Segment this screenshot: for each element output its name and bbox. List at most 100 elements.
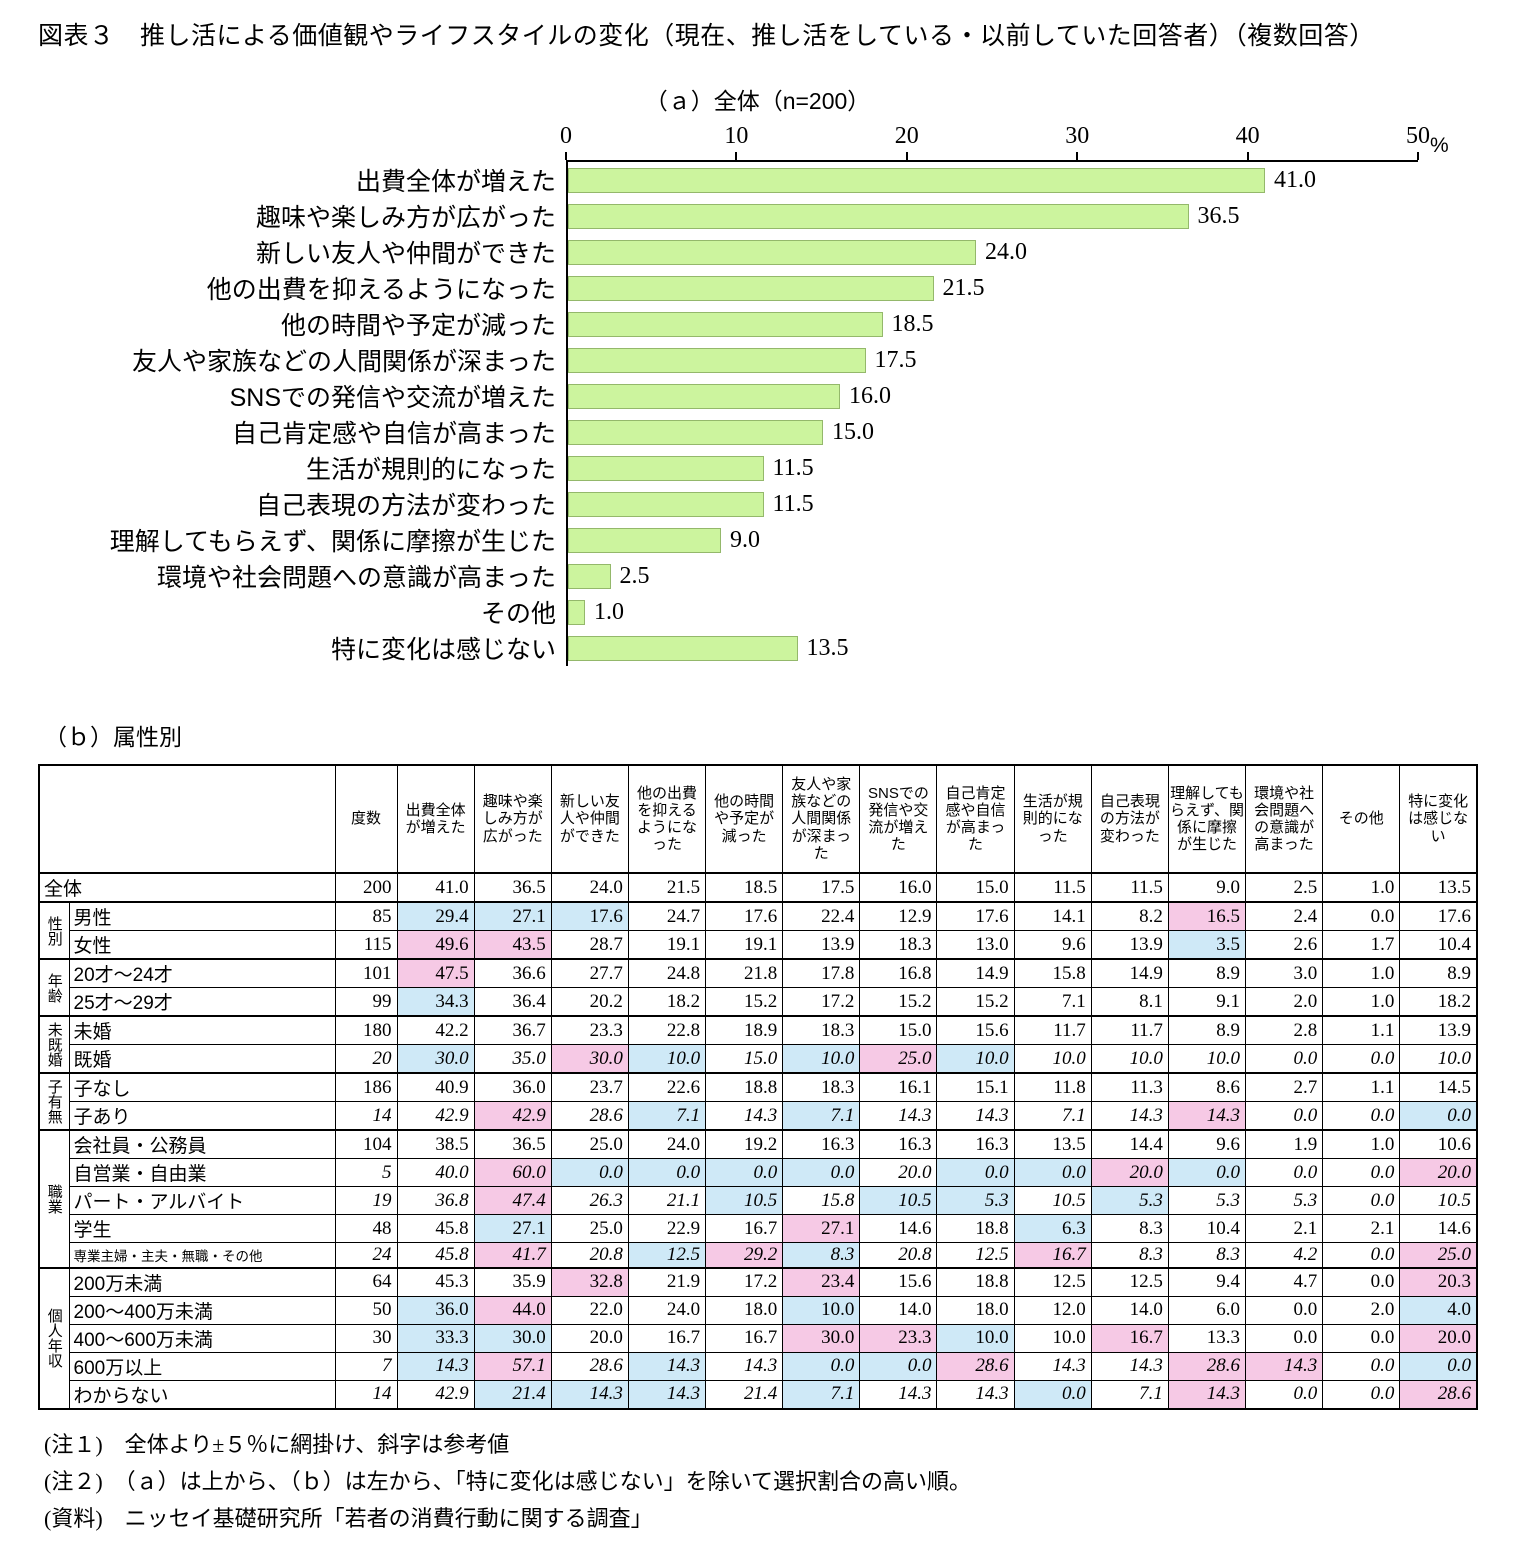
bar	[568, 383, 840, 409]
bar-value-label: 24.0	[985, 238, 1027, 265]
table-value-cell: 42.9	[396, 1379, 475, 1409]
bar	[568, 599, 585, 625]
table-value-cell: 11.5	[1013, 872, 1092, 903]
table-value-cell: 1.1	[1322, 1015, 1401, 1045]
table-value-cell: 27.1	[473, 901, 552, 931]
table-value-cell: 2.6	[1245, 930, 1324, 960]
table-value-cell: 44.0	[473, 1295, 552, 1325]
table-value-cell: 30.0	[473, 1323, 552, 1353]
table-value-cell: 4.7	[1245, 1266, 1324, 1297]
table-value-cell: 24.8	[627, 958, 707, 988]
table-column-header: 他の時間や予定が減った	[705, 764, 784, 874]
x-tick-mark	[1076, 152, 1079, 160]
table-value-cell: 0.0	[1245, 1101, 1324, 1131]
table-value-cell: 20.8	[859, 1242, 938, 1268]
table-row: 年齢 20才～24才 101 47.5 36.6 27.7 24.8 21.8 17.8 16.8…	[38, 958, 1478, 1017]
table-row: 子有無 子なし 186 40.9 36.0 23.7 22.6 18.8 18.3 16.1 15.…	[38, 1072, 1478, 1131]
table-value-cell: 20.0	[1399, 1323, 1478, 1353]
row-label: 200万未満	[68, 1266, 336, 1297]
bar-category-label: 新しい友人や仲間ができた	[255, 240, 556, 268]
table-value-cell: 16.7	[627, 1323, 707, 1353]
table-column-header: 度数	[334, 764, 398, 874]
table-value-cell: 29.4	[396, 901, 475, 931]
row-n: 20	[334, 1044, 398, 1074]
x-tick-mark	[905, 152, 908, 160]
table-value-cell: 42.9	[396, 1101, 475, 1131]
table-value-cell: 14.3	[1090, 1351, 1169, 1381]
table-value-cell: 10.0	[936, 1044, 1015, 1074]
table-value-cell: 10.0	[1013, 1323, 1092, 1353]
table-value-cell: 1.0	[1322, 1129, 1401, 1159]
table-value-cell: 0.0	[1245, 1158, 1324, 1187]
table-value-cell: 11.7	[1090, 1015, 1169, 1045]
bar	[568, 239, 976, 265]
table-column-header: 特に変化は感じない	[1399, 764, 1478, 874]
table-value-cell: 2.8	[1245, 1015, 1324, 1045]
table-row: 自営業・自由業 5 40.0 60.0 0.0 0.0 0.0 0.0 20.0 0.0 0.0 20…	[39, 1158, 1478, 1187]
table-value-cell: 5.3	[1245, 1186, 1324, 1215]
table-value-cell: 16.1	[859, 1072, 938, 1102]
table-value-cell: 14.3	[859, 1379, 938, 1409]
table-value-cell: 10.4	[1399, 930, 1478, 960]
table-value-cell: 21.5	[627, 872, 707, 903]
table-value-cell: 12.5	[1013, 1266, 1092, 1297]
notes: (注１) 全体より±５％に網掛け、斜字は参考値 (注２) （ａ）は上から、（ｂ）…	[44, 1426, 1515, 1537]
row-label: 男性	[68, 901, 336, 931]
bar	[568, 635, 798, 661]
table-value-cell: 15.8	[782, 1186, 861, 1215]
table-value-cell: 14.3	[705, 1101, 784, 1131]
row-label: 全体	[38, 872, 336, 903]
table-value-cell: 17.6	[1399, 901, 1478, 931]
table-value-cell: 0.0	[936, 1158, 1015, 1187]
table-value-cell: 14.5	[1399, 1072, 1478, 1102]
table-value-cell: 42.2	[396, 1015, 475, 1045]
table-value-cell: 15.0	[705, 1044, 784, 1074]
table-value-cell: 10.5	[1013, 1186, 1092, 1215]
table-value-cell: 10.0	[1013, 1044, 1092, 1074]
row-group-label: 未既婚	[38, 1015, 70, 1074]
table-value-cell: 14.9	[1090, 958, 1169, 988]
table-value-cell: 10.5	[859, 1186, 938, 1215]
bar-row: 新しい友人や仲間ができた 24.0	[38, 234, 1515, 270]
table-value-cell: 2.4	[1245, 901, 1324, 931]
table-value-cell: 24.0	[627, 1129, 707, 1159]
row-label: 既婚	[68, 1044, 336, 1074]
panel-b-label: （ｂ）属性別	[44, 724, 182, 750]
table-value-cell: 43.5	[473, 930, 552, 960]
table-value-cell: 0.0	[1245, 1044, 1324, 1074]
bar-row: 他の時間や予定が減った 18.5	[38, 306, 1515, 342]
row-n: 115	[334, 930, 398, 960]
table-value-cell: 23.4	[782, 1266, 861, 1297]
table-value-cell: 4.0	[1399, 1295, 1478, 1325]
table-value-cell: 10.4	[1167, 1214, 1247, 1243]
table-value-cell: 0.0	[782, 1158, 861, 1187]
table-value-cell: 40.0	[396, 1158, 475, 1187]
bar	[568, 527, 721, 553]
table-value-cell: 2.1	[1245, 1214, 1324, 1243]
table-row: 600万以上 7 14.3 57.1 28.6 14.3 14.3 0.0 0.0 28.6 14.…	[39, 1351, 1478, 1381]
row-n: 186	[334, 1072, 398, 1102]
row-label: 20才～24才	[68, 958, 336, 988]
bar-value-label: 9.0	[730, 526, 760, 553]
table-value-cell: 15.0	[936, 872, 1015, 903]
table-value-cell: 26.3	[550, 1186, 629, 1215]
table-value-cell: 14.9	[936, 958, 1015, 988]
table-value-cell: 8.1	[1090, 987, 1169, 1017]
table-value-cell: 10.0	[1167, 1044, 1247, 1074]
bar-row: 他の出費を抑えるようになった 21.5	[38, 270, 1515, 306]
table-value-cell: 20.0	[1399, 1158, 1478, 1187]
table-row: 専業主婦・主夫・無職・その他 24 45.8 41.7 20.8 12.5 29.2 8.3 2…	[39, 1242, 1478, 1268]
table-value-cell: 0.0	[1322, 1266, 1401, 1297]
table-value-cell: 36.8	[396, 1186, 475, 1215]
table-value-cell: 36.7	[473, 1015, 552, 1045]
x-tick-mark	[1246, 152, 1249, 160]
table-row: 全体 200 41.0 36.5 24.0 21.5 18.5 17.5 16.0 15.0 11.…	[38, 872, 1478, 903]
table-value-cell: 25.0	[1399, 1242, 1478, 1268]
x-tick-label: 30	[1065, 123, 1090, 149]
table-value-cell: 22.0	[550, 1295, 629, 1325]
row-n: 50	[334, 1295, 398, 1325]
table-value-cell: 3.5	[1167, 930, 1247, 960]
table-value-cell: 15.2	[705, 987, 784, 1017]
x-axis: 0 10 20 30 40 50	[560, 122, 1430, 162]
bar-value-label: 15.0	[832, 418, 874, 445]
